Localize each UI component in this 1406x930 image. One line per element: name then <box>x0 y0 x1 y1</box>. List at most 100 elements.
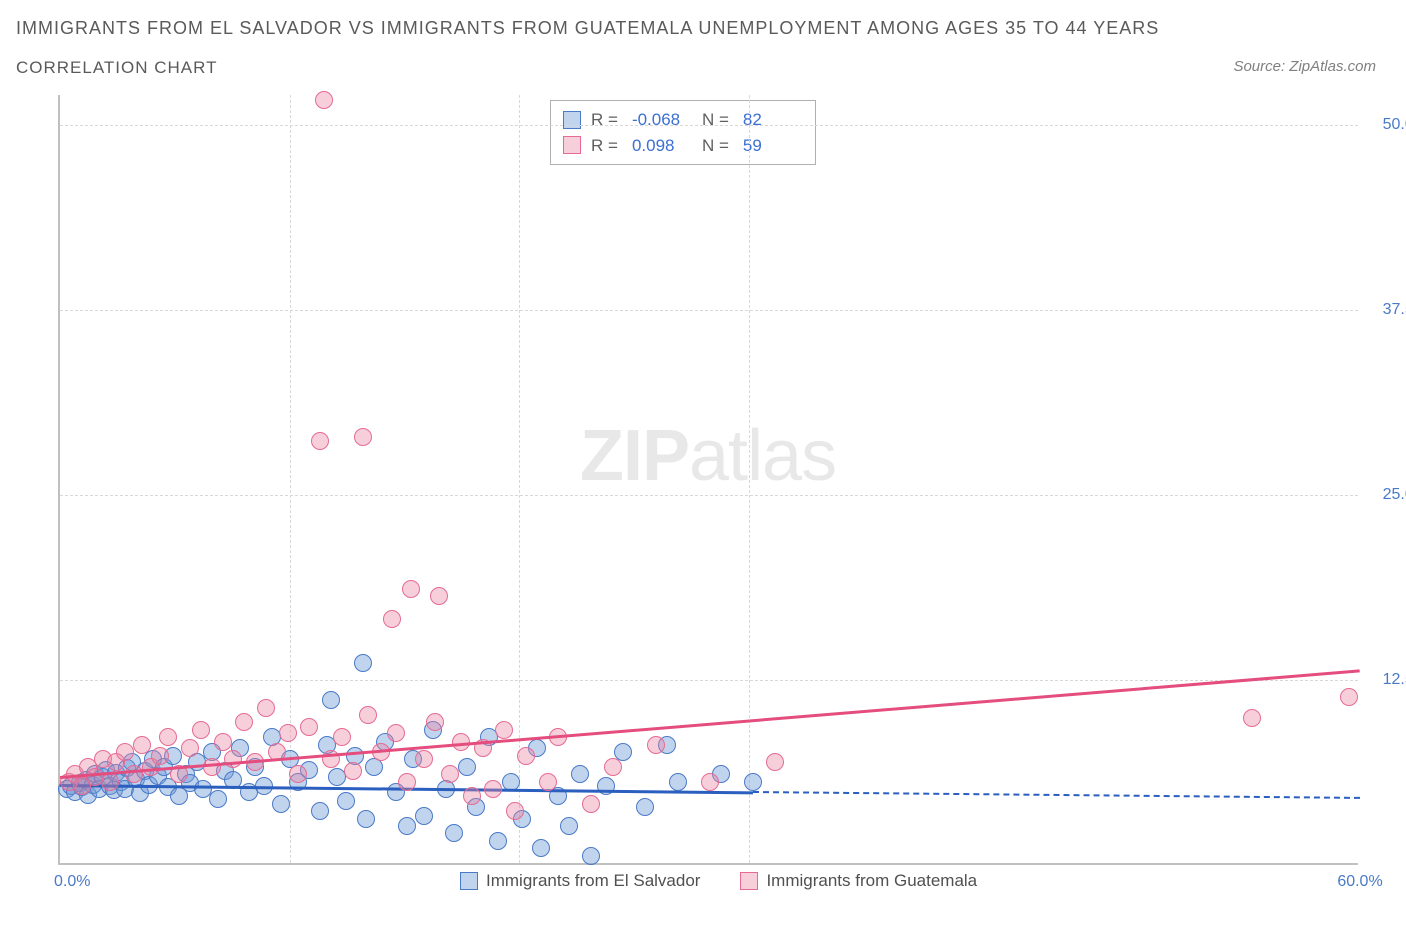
data-point <box>133 736 151 754</box>
data-point <box>495 721 513 739</box>
n-label: N = <box>702 133 729 159</box>
data-point <box>359 706 377 724</box>
data-point <box>458 758 476 776</box>
data-point <box>300 718 318 736</box>
plot-area: ZIPatlas R = -0.068 N = 82 R = 0.098 N =… <box>58 95 1358 865</box>
data-point <box>441 765 459 783</box>
data-point <box>766 753 784 771</box>
legend-item-series1: Immigrants from El Salvador <box>460 871 700 891</box>
data-point <box>517 747 535 765</box>
legend-label-series1: Immigrants from El Salvador <box>486 871 700 891</box>
r-label: R = <box>591 107 618 133</box>
data-point <box>333 728 351 746</box>
n-value-series1: 82 <box>743 107 803 133</box>
data-point <box>398 773 416 791</box>
gridline-h <box>60 495 1358 496</box>
data-point <box>235 713 253 731</box>
trend-line <box>60 670 1360 779</box>
gridline-h <box>60 680 1358 681</box>
gridline-h <box>60 125 1358 126</box>
data-point <box>539 773 557 791</box>
data-point <box>582 847 600 865</box>
data-point <box>101 773 119 791</box>
data-point <box>571 765 589 783</box>
data-point <box>647 736 665 754</box>
chart-title: IMMIGRANTS FROM EL SALVADOR VS IMMIGRANT… <box>16 18 1159 39</box>
gridline-v <box>749 95 750 863</box>
data-point <box>1340 688 1358 706</box>
n-value-series2: 59 <box>743 133 803 159</box>
data-point <box>398 817 416 835</box>
data-point <box>489 832 507 850</box>
data-point <box>1243 709 1261 727</box>
swatch-series2 <box>563 136 581 154</box>
data-point <box>506 802 524 820</box>
data-point <box>532 839 550 857</box>
data-point <box>426 713 444 731</box>
bottom-legend: Immigrants from El Salvador Immigrants f… <box>460 871 977 891</box>
data-point <box>701 773 719 791</box>
data-point <box>744 773 762 791</box>
watermark: ZIPatlas <box>580 415 836 497</box>
x-origin-label: 0.0% <box>54 873 90 891</box>
x-max-label: 60.0% <box>1337 873 1382 891</box>
data-point <box>151 747 169 765</box>
data-point <box>315 91 333 109</box>
data-point <box>669 773 687 791</box>
data-point <box>214 733 232 751</box>
data-point <box>430 587 448 605</box>
data-point <box>311 432 329 450</box>
data-point <box>203 758 221 776</box>
ytick-label: 12.5% <box>1383 671 1406 689</box>
data-point <box>445 824 463 842</box>
legend-swatch-series1 <box>460 872 478 890</box>
r-value-series1: -0.068 <box>632 107 692 133</box>
data-point <box>279 724 297 742</box>
watermark-atlas: atlas <box>689 416 836 496</box>
data-point <box>209 790 227 808</box>
legend-swatch-series2 <box>740 872 758 890</box>
data-point <box>357 810 375 828</box>
trend-line-extrapolated <box>753 791 1360 799</box>
ytick-label: 37.5% <box>1383 301 1406 319</box>
chart-container: Unemployment Among Ages 35 to 44 years Z… <box>50 95 1390 885</box>
ytick-label: 50.0% <box>1383 116 1406 134</box>
data-point <box>463 787 481 805</box>
data-point <box>116 743 134 761</box>
watermark-zip: ZIP <box>580 416 689 496</box>
stats-row-series2: R = 0.098 N = 59 <box>563 133 803 159</box>
data-point <box>354 654 372 672</box>
data-point <box>192 721 210 739</box>
data-point <box>560 817 578 835</box>
r-label: R = <box>591 133 618 159</box>
data-point <box>383 610 401 628</box>
data-point <box>387 724 405 742</box>
data-point <box>344 762 362 780</box>
data-point <box>272 795 290 813</box>
data-point <box>354 428 372 446</box>
n-label: N = <box>702 107 729 133</box>
legend-label-series2: Immigrants from Guatemala <box>766 871 977 891</box>
data-point <box>289 765 307 783</box>
data-point <box>484 780 502 798</box>
data-point <box>181 739 199 757</box>
data-point <box>636 798 654 816</box>
legend-item-series2: Immigrants from Guatemala <box>740 871 977 891</box>
r-value-series2: 0.098 <box>632 133 692 159</box>
ytick-label: 25.0% <box>1383 486 1406 504</box>
data-point <box>415 750 433 768</box>
chart-subtitle: CORRELATION CHART <box>16 58 218 78</box>
correlation-stats-box: R = -0.068 N = 82 R = 0.098 N = 59 <box>550 100 816 165</box>
data-point <box>224 750 242 768</box>
source-attribution: Source: ZipAtlas.com <box>1233 58 1376 75</box>
data-point <box>159 728 177 746</box>
data-point <box>582 795 600 813</box>
swatch-series1 <box>563 111 581 129</box>
gridline-h <box>60 310 1358 311</box>
data-point <box>604 758 622 776</box>
stats-row-series1: R = -0.068 N = 82 <box>563 107 803 133</box>
gridline-v <box>290 95 291 863</box>
data-point <box>311 802 329 820</box>
data-point <box>402 580 420 598</box>
data-point <box>125 765 143 783</box>
